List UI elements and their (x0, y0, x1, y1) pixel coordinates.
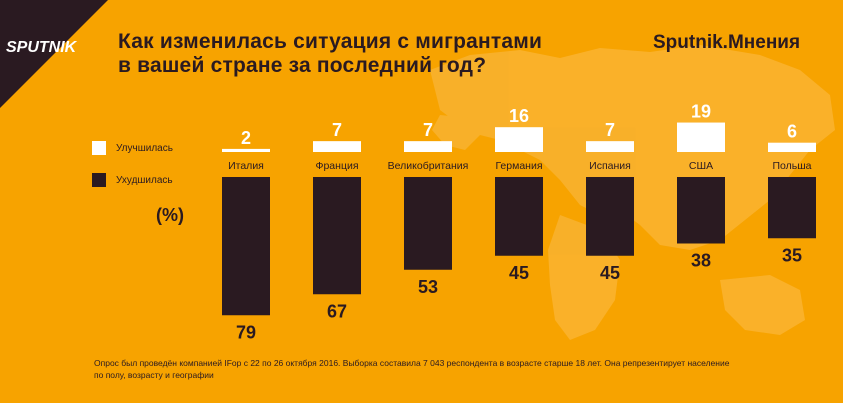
footnote: Опрос был проведён компанией IFop с 22 п… (94, 357, 794, 381)
legend-swatch-worsened (92, 173, 106, 187)
bar-improved-cat-3 (495, 127, 543, 152)
bar-improved-cat-5 (677, 122, 725, 152)
bar-worsened-cat-0 (222, 177, 270, 316)
category-label-cat-2: Великобритания (388, 160, 469, 172)
bar-improved-cat-6 (768, 142, 816, 152)
bar-worsened-cat-1 (313, 177, 361, 295)
bar-improved-cat-1 (313, 141, 361, 152)
value-improved-cat-0: 2 (241, 128, 251, 148)
category-label-cat-6: Польша (772, 160, 811, 172)
sputnik-logo: SPUTNIK (0, 0, 108, 108)
value-improved-cat-5: 19 (691, 102, 711, 122)
footnote-line-2: по полу, возрасту и географии (94, 370, 214, 380)
bar-worsened-cat-3 (495, 177, 543, 256)
bar-improved-cat-2 (404, 141, 452, 152)
footnote-line-1: Опрос был проведён компанией IFop с 22 п… (94, 358, 730, 368)
legend-item-improved: Улучшилась (92, 140, 173, 156)
value-worsened-cat-4: 45 (600, 263, 620, 283)
legend-label-worsened: Ухудшилась (116, 174, 173, 186)
title-line-2: в вашей стране за последний год? (118, 54, 487, 77)
value-improved-cat-3: 16 (509, 106, 529, 126)
category-label-cat-1: Франция (315, 160, 358, 172)
value-worsened-cat-2: 53 (418, 277, 438, 297)
brand-label: Sputnik.Мнения (653, 32, 801, 53)
title-line-1: Как изменилась ситуация с мигрантами (118, 30, 543, 53)
bar-improved-cat-0 (222, 148, 270, 152)
value-worsened-cat-5: 38 (691, 251, 711, 271)
legend-swatch-improved (92, 141, 106, 155)
value-improved-cat-6: 6 (787, 122, 797, 142)
bar-worsened-cat-4 (586, 177, 634, 256)
category-label-cat-5: США (689, 160, 713, 172)
legend-item-worsened: Ухудшилась (92, 172, 173, 188)
bar-worsened-cat-5 (677, 177, 725, 244)
value-worsened-cat-3: 45 (509, 263, 529, 283)
category-label-cat-4: Испания (589, 160, 631, 172)
value-improved-cat-2: 7 (423, 120, 433, 140)
bar-worsened-cat-6 (768, 177, 816, 239)
value-worsened-cat-0: 79 (236, 322, 256, 342)
category-label-cat-0: Италия (228, 160, 264, 172)
bar-worsened-cat-2 (404, 177, 452, 270)
value-improved-cat-1: 7 (332, 120, 342, 140)
legend-label-improved: Улучшилась (116, 142, 173, 154)
chart-title: Как изменилась ситуация с мигрантами в в… (118, 30, 618, 78)
unit-label: (%) (156, 205, 184, 225)
bar-improved-cat-4 (586, 141, 634, 152)
value-improved-cat-4: 7 (605, 120, 615, 140)
value-worsened-cat-6: 35 (782, 245, 802, 265)
value-worsened-cat-1: 67 (327, 301, 347, 321)
logo-text: SPUTNIK (6, 39, 78, 56)
category-label-cat-3: Германия (495, 160, 542, 172)
